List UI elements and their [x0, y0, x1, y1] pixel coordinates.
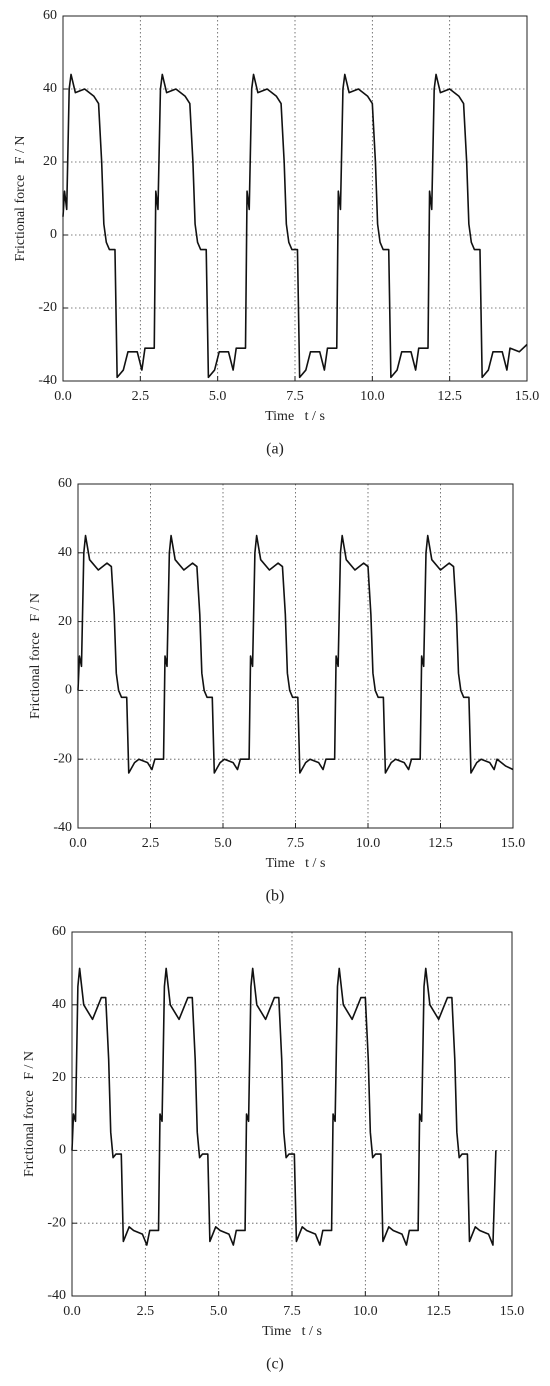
- y-tick-label: 0: [59, 1143, 66, 1158]
- y-tick-label: 40: [58, 545, 72, 560]
- caption: (c): [266, 1356, 284, 1373]
- x-axis-label: Time t / s: [265, 409, 325, 424]
- data-line: [62, 73, 528, 379]
- y-tick-label: -40: [38, 373, 57, 388]
- y-tick-label: 60: [52, 924, 66, 939]
- x-tick-label: 0.0: [54, 389, 72, 404]
- y-tick-label: 40: [43, 81, 57, 96]
- x-tick-label: 10.0: [353, 1304, 378, 1319]
- y-tick-label: 0: [50, 227, 57, 242]
- y-tick-label: -20: [38, 300, 57, 315]
- plot-frame: [62, 15, 528, 382]
- y-tick-label: 20: [43, 154, 57, 169]
- y-tick-label: 60: [58, 476, 72, 491]
- data-line: [71, 967, 497, 1246]
- x-tick-label: 7.5: [286, 389, 304, 404]
- y-axis-label: Frictional force F / N: [13, 136, 28, 262]
- x-tick-label: 10.0: [360, 389, 385, 404]
- x-tick-label: 5.0: [209, 389, 227, 404]
- y-tick-label: 20: [58, 614, 72, 629]
- data-line: [77, 534, 514, 774]
- plot-frame: [77, 483, 514, 829]
- y-tick-label: 40: [52, 997, 66, 1012]
- y-tick-label: -20: [53, 751, 72, 766]
- x-tick-label: 7.5: [283, 1304, 301, 1319]
- x-tick-label: 2.5: [142, 836, 160, 851]
- x-tick-label: 5.0: [210, 1304, 228, 1319]
- x-tick-label: 10.0: [356, 836, 381, 851]
- x-axis-label: Time t / s: [266, 856, 326, 871]
- y-axis-label: Frictional force F / N: [22, 1051, 37, 1177]
- x-tick-label: 15.0: [501, 836, 526, 851]
- y-tick-label: 0: [65, 683, 72, 698]
- x-tick-label: 2.5: [132, 389, 150, 404]
- x-tick-label: 7.5: [287, 836, 305, 851]
- y-tick-label: -40: [47, 1288, 66, 1303]
- caption: (a): [266, 441, 284, 458]
- x-tick-label: 5.0: [214, 836, 232, 851]
- x-tick-label: 2.5: [137, 1304, 155, 1319]
- y-tick-label: -40: [53, 820, 72, 835]
- x-tick-label: 12.5: [426, 1304, 451, 1319]
- y-tick-label: 20: [52, 1070, 66, 1085]
- x-tick-label: 15.0: [515, 389, 540, 404]
- y-tick-label: -20: [47, 1215, 66, 1230]
- x-tick-label: 15.0: [500, 1304, 525, 1319]
- x-tick-label: 0.0: [69, 836, 87, 851]
- caption: (b): [266, 888, 285, 905]
- plot-frame: [71, 931, 513, 1297]
- y-axis-label: Frictional force F / N: [28, 593, 43, 719]
- x-tick-label: 0.0: [63, 1304, 81, 1319]
- x-tick-label: 12.5: [437, 389, 462, 404]
- x-tick-label: 12.5: [428, 836, 453, 851]
- x-axis-label: Time t / s: [262, 1324, 322, 1339]
- y-tick-label: 60: [43, 8, 57, 23]
